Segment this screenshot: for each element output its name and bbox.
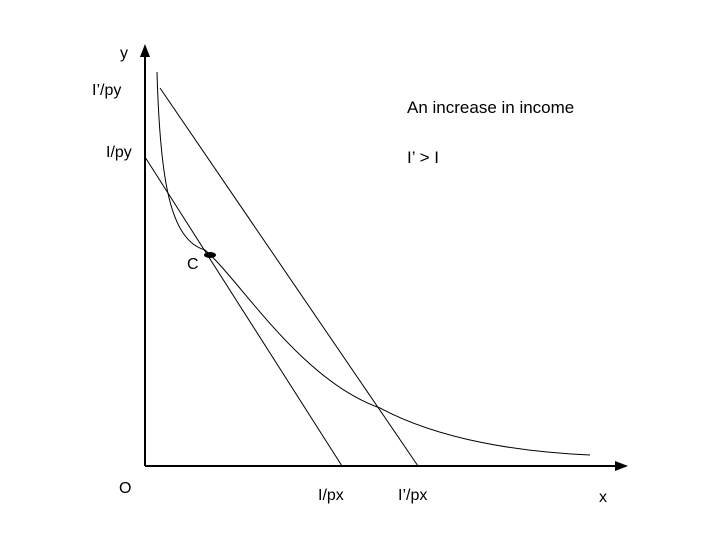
x-axis-label: x <box>599 489 607 506</box>
budget-line-new <box>159 87 419 467</box>
annotation-condition: I’ > I <box>407 148 439 167</box>
x-intercept-old-label: I/px <box>318 487 344 504</box>
origin-label: O <box>119 480 131 497</box>
indifference-curve <box>156 71 591 456</box>
x-intercept-new-label: I’/px <box>398 487 427 504</box>
budget-line-old <box>144 156 343 467</box>
y-intercept-old-label: I/py <box>106 144 132 161</box>
point-c-label: C <box>187 256 199 273</box>
point-c-marker <box>204 252 216 258</box>
annotation-title: An increase in income <box>407 98 574 117</box>
y-axis-arrowhead <box>140 44 150 57</box>
x-axis-arrowhead <box>615 461 628 471</box>
y-intercept-new-label: I’/py <box>92 82 121 99</box>
y-axis-label: y <box>120 45 128 62</box>
